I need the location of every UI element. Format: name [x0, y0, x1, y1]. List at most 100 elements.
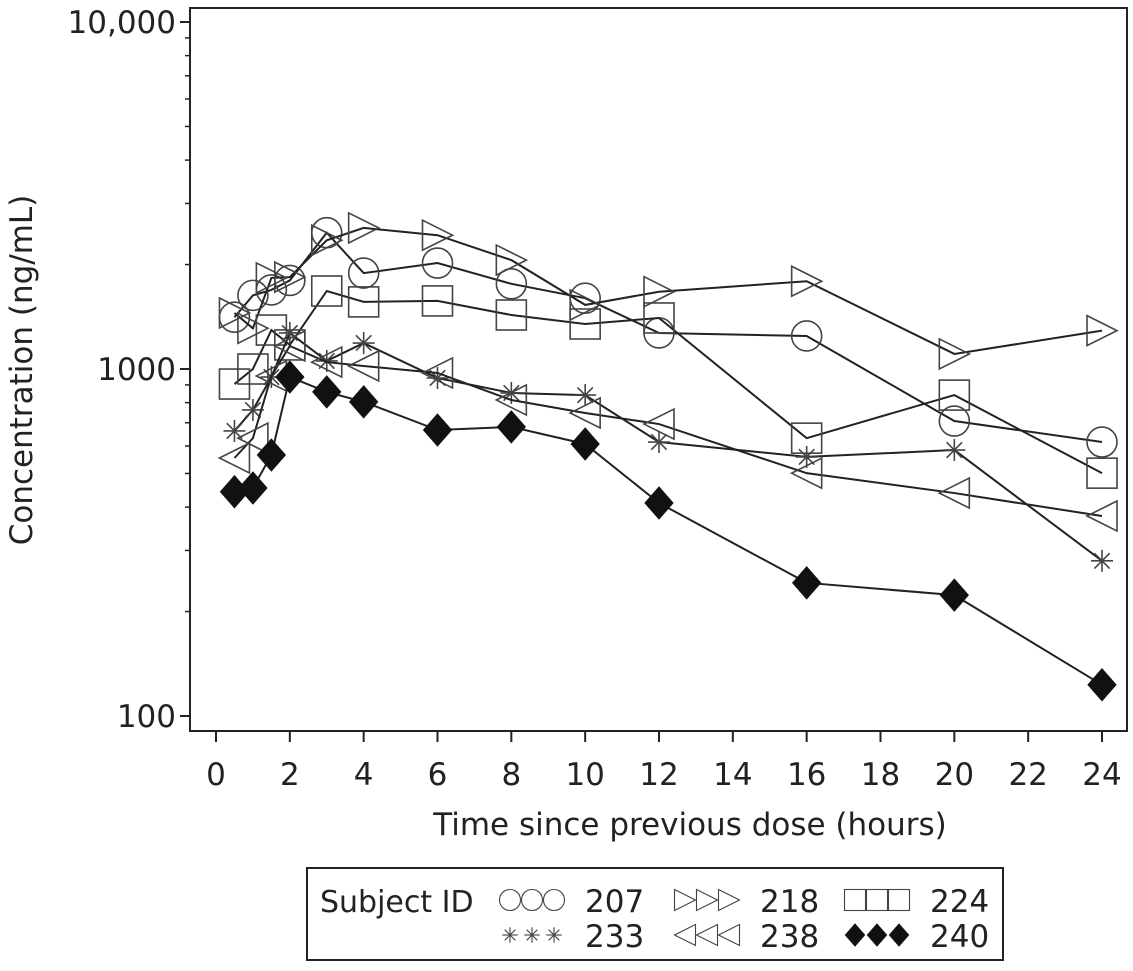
asterisk-marker: [574, 384, 597, 407]
diamond-marker: [888, 923, 910, 947]
legend-label: 240: [930, 919, 989, 955]
x-tick-label: 6: [428, 757, 448, 793]
asterisk-marker: [795, 445, 818, 468]
triangle-right-marker: [274, 260, 307, 294]
square-marker: [887, 888, 911, 912]
series-233: [223, 321, 1113, 572]
series-238: [217, 329, 1118, 533]
legend-item-224: 224: [843, 884, 989, 920]
asterisk-marker: [546, 927, 562, 943]
series-218: [218, 211, 1119, 371]
circle-marker: [1086, 426, 1118, 458]
series-224: [218, 275, 1118, 489]
asterisk-marker: [648, 431, 670, 454]
diamond-marker: [570, 427, 600, 461]
series-line-218: [233, 226, 1103, 355]
diamond-marker: [422, 413, 453, 447]
asterisk-stroke: [548, 929, 560, 941]
asterisk-stroke: [798, 448, 815, 466]
x-tick-label: 14: [713, 757, 752, 793]
triangle-right-marker: [717, 888, 741, 912]
legend-box: [306, 867, 1004, 961]
x-tick-label: 12: [639, 757, 678, 793]
triangle-left-marker: [217, 441, 251, 475]
asterisk-stroke: [226, 422, 243, 440]
square-marker: [938, 379, 971, 411]
asterisk-marker: [1091, 549, 1113, 572]
asterisk-marker: [524, 927, 540, 943]
triangle-left-marker: [673, 923, 697, 947]
diamond-marker: [496, 410, 526, 444]
asterisk-stroke: [946, 441, 963, 459]
triangle-left-marker: [273, 329, 306, 363]
triangle-right-marker: [255, 261, 289, 295]
circle-marker: [498, 888, 522, 912]
circle-marker: [542, 888, 566, 912]
diamond-marker: [349, 385, 379, 419]
legend: Subject ID 207 218 224 233 238 240: [306, 867, 1004, 961]
triangle-left-marker: [937, 476, 971, 510]
legend-label: 218: [760, 884, 819, 920]
asterisk-stroke: [1093, 552, 1111, 570]
asterisk-marker: [426, 367, 449, 390]
triangle-right-marker: [218, 296, 252, 330]
triangle-right-marker: [310, 223, 344, 257]
diamond-marker: [844, 923, 866, 947]
asterisk-stroke: [650, 433, 668, 451]
y-tick-label: 1000: [97, 352, 176, 388]
legend-item-240: 240: [844, 919, 989, 955]
diamond-marker: [939, 578, 969, 612]
asterisk-marker: [278, 321, 301, 344]
diamond-marker: [644, 486, 674, 520]
y-axis-label: Concentration (ng/mL): [4, 195, 40, 546]
square-marker: [843, 888, 867, 912]
asterisk-stroke: [318, 352, 336, 370]
triangle-left-marker: [695, 923, 719, 947]
square-marker: [347, 286, 380, 318]
legend-label: 233: [585, 919, 644, 955]
x-tick-label: 22: [1008, 757, 1047, 793]
triangle-right-marker: [695, 888, 719, 912]
triangle-right-marker: [495, 243, 529, 277]
x-tick-label: 16: [787, 757, 826, 793]
legend-item-218: 218: [673, 884, 819, 920]
asterisk-marker: [315, 349, 338, 372]
circle-marker: [790, 320, 823, 352]
legend-label: 224: [930, 884, 989, 920]
x-axis-label: Time since previous dose (hours): [432, 807, 947, 843]
triangle-right-marker: [569, 288, 602, 322]
x-tick-label: 18: [861, 757, 900, 793]
square-marker: [421, 285, 454, 317]
diamond-marker: [238, 471, 268, 505]
triangle-right-marker: [643, 275, 676, 309]
x-tick-label: 20: [935, 757, 974, 793]
series-line-207: [233, 231, 1103, 444]
x-tick-label: 2: [280, 757, 300, 793]
triangle-right-marker: [938, 337, 972, 371]
triangle-left-marker: [642, 407, 675, 441]
diamond-marker: [256, 438, 287, 472]
triangle-left-marker: [717, 923, 741, 947]
series-line-224: [233, 289, 1103, 475]
diamond-marker: [792, 566, 822, 600]
triangle-right-marker: [1086, 314, 1119, 347]
triangle-left-marker: [309, 345, 343, 379]
triangle-left-marker: [568, 396, 601, 430]
asterisk-stroke: [504, 929, 516, 941]
series-line-233: [233, 331, 1103, 562]
asterisk-marker: [352, 332, 375, 355]
x-tick-label: 24: [1082, 757, 1121, 793]
triangle-right-marker: [237, 312, 270, 345]
square-marker: [643, 302, 675, 334]
triangle-left-marker: [420, 356, 454, 390]
square-marker: [569, 308, 601, 340]
asterisk-stroke: [281, 324, 299, 342]
circle-marker: [520, 888, 544, 912]
triangle-right-marker: [421, 218, 455, 252]
triangle-left-marker: [789, 456, 823, 490]
circle-marker: [938, 405, 971, 437]
y-tick-label: 10,000: [68, 5, 176, 41]
legend-item-207: 207: [498, 884, 644, 920]
triangle-right-marker: [790, 264, 824, 298]
